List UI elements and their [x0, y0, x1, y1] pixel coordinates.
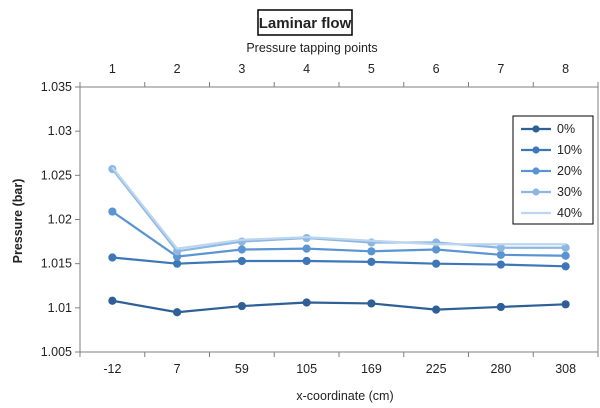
data-point: [367, 299, 376, 308]
series-line: [112, 256, 566, 268]
y-tick-label: 1.02: [48, 213, 72, 227]
data-point: [302, 298, 311, 307]
series-line: [111, 210, 566, 258]
legend-label: 10%: [557, 143, 582, 157]
chart-title-box: [257, 9, 353, 36]
y-axis-label: Pressure (bar): [11, 179, 25, 264]
series-line: [111, 168, 566, 253]
data-point: [432, 245, 441, 254]
x-tick-label: 105: [296, 362, 317, 376]
x-axis-label: x-coordinate (cm): [296, 389, 393, 403]
data-point: [432, 259, 441, 268]
data-point: [302, 244, 311, 253]
y-tick-label: 1.01: [48, 301, 72, 315]
series-line: [111, 166, 566, 250]
legend: 0% 10% 20% 30% 40%: [512, 115, 594, 225]
series-line: [112, 299, 566, 314]
plot-area: [79, 86, 599, 353]
series-10pct: [108, 253, 570, 271]
y-tick-label: 1.015: [41, 257, 72, 271]
data-point: [108, 207, 117, 216]
top-tick-label: 6: [433, 62, 440, 76]
data-point: [561, 300, 570, 309]
top-tick-label: 1: [109, 62, 116, 76]
legend-swatch-marker: [532, 167, 540, 175]
top-tick-label: 7: [497, 62, 504, 76]
data-point: [237, 245, 246, 254]
legend-label: 30%: [557, 185, 582, 199]
data-point: [561, 251, 570, 260]
series-layer: [108, 165, 570, 317]
data-point: [108, 296, 117, 305]
data-point: [367, 247, 376, 256]
x-tick-label: 7: [174, 362, 181, 376]
data-point: [496, 250, 505, 259]
y-tick-label: 1.005: [41, 345, 72, 359]
data-point: [367, 257, 376, 266]
y-tick-label: 1.03: [48, 124, 72, 138]
top-tick-label: 2: [174, 62, 181, 76]
x-tick-label: 225: [426, 362, 447, 376]
legend-label: 20%: [557, 164, 582, 178]
legend-swatch-marker: [532, 146, 540, 154]
top-tick-label: 4: [303, 62, 310, 76]
data-point: [237, 256, 246, 266]
data-point: [496, 302, 505, 312]
top-axis-label: Pressure tapping points: [246, 41, 377, 55]
legend-swatch-marker: [532, 125, 540, 133]
x-tick-label: 59: [235, 362, 249, 376]
top-tick-label: 3: [238, 62, 245, 76]
legend-swatch-marker: [532, 188, 540, 196]
x-tick-label: 280: [490, 362, 511, 376]
data-point: [302, 256, 311, 266]
legend-label: 40%: [557, 206, 582, 220]
series-0pct: [108, 296, 570, 317]
legend-label: 0%: [557, 122, 575, 136]
data-point: [173, 308, 182, 317]
data-point: [432, 305, 441, 314]
data-point: [561, 262, 570, 271]
y-tick-label: 1.025: [41, 168, 72, 182]
y-tick-label: 1.035: [41, 80, 72, 94]
x-tick-label: 308: [555, 362, 576, 376]
data-point: [173, 259, 182, 268]
data-point: [496, 260, 505, 269]
x-tick-label: -12: [103, 362, 121, 376]
series-20pct: [108, 207, 570, 261]
series-40pct: [111, 166, 566, 250]
chart-title: Laminar flow: [259, 15, 352, 32]
top-tick-label: 8: [562, 62, 569, 76]
data-point: [108, 253, 117, 262]
data-point: [237, 301, 246, 311]
x-tick-label: 169: [361, 362, 382, 376]
top-tick-label: 5: [368, 62, 375, 76]
